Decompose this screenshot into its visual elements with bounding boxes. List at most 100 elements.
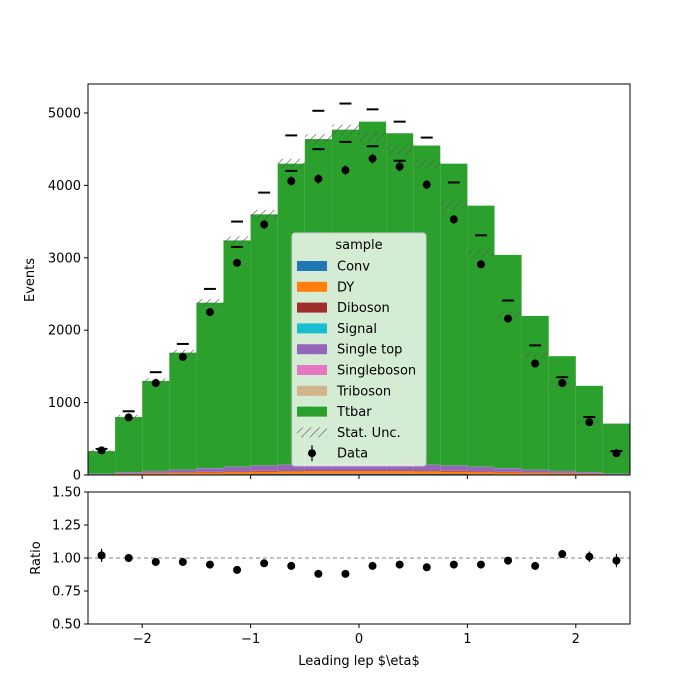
- main-ytick-label-0: 0: [73, 469, 81, 484]
- bar-dy-15: [494, 472, 522, 475]
- legend-label-signal: Signal: [337, 322, 377, 337]
- bar-dy-2: [142, 473, 170, 475]
- bar-diboson-5: [223, 471, 251, 472]
- bar-conv-7: [277, 473, 305, 475]
- bar-ttbar-16: [521, 315, 549, 470]
- ratio-point-5: [233, 565, 242, 574]
- ratio-point-16: [531, 561, 540, 570]
- ratio-point-17: [558, 550, 567, 559]
- ratio-point-13: [449, 560, 458, 569]
- bar-dy-7: [277, 471, 305, 474]
- ratio-points: [97, 548, 621, 578]
- ratio-xtick-label--1: −1: [241, 632, 260, 647]
- ratio-point-7: [287, 561, 296, 570]
- legend-title: sample: [335, 238, 382, 253]
- stat-unc-band-16: [521, 352, 549, 359]
- legend-handle-signal: [297, 323, 327, 334]
- ratio-x-ticks: −2 −1 0 1 2: [133, 624, 580, 647]
- ratio-point-9: [341, 569, 350, 578]
- bar-single-top-12: [413, 465, 441, 471]
- ratio-ytick-label-1.00: 1.00: [52, 552, 81, 567]
- ratio-y-axis-label: Ratio: [29, 541, 44, 574]
- bar-dy-5: [223, 471, 251, 475]
- data-point-1: [124, 413, 133, 422]
- ratio-point-12: [422, 563, 431, 572]
- bar-conv-11: [386, 473, 414, 475]
- ratio-xtick-label-1: 1: [463, 632, 471, 647]
- ratio-ytick-label-1.50: 1.50: [52, 486, 81, 501]
- bar-dy-10: [359, 471, 387, 474]
- bar-dy-8: [304, 471, 332, 474]
- bar-single-top-8: [304, 464, 332, 471]
- stat-unc-band-13: [440, 201, 468, 211]
- data-point-12: [422, 180, 431, 189]
- bar-diboson-14: [467, 471, 495, 472]
- bar-dy-18: [575, 473, 603, 475]
- bar-dy-9: [331, 471, 359, 474]
- bar-diboson-7: [277, 470, 305, 472]
- data-point-5: [233, 258, 242, 267]
- bar-ttbar-5: [223, 240, 251, 467]
- bar-single-top-18: [575, 472, 603, 474]
- data-point-0: [97, 446, 106, 455]
- bar-single-top-7: [277, 465, 305, 471]
- bar-single-top-1: [115, 472, 143, 474]
- legend-label-single-top: Single top: [337, 343, 402, 358]
- legend-label-stat-unc: Stat. Unc.: [337, 426, 401, 441]
- legend-handle-singleboson: [297, 365, 327, 375]
- ratio-point-10: [368, 561, 377, 570]
- bar-dy-14: [467, 471, 495, 475]
- bar-single-top-9: [331, 464, 359, 471]
- legend-label-conv: Conv: [337, 260, 370, 275]
- data-point-19: [612, 449, 621, 458]
- bar-diboson-10: [359, 470, 387, 472]
- bar-conv-8: [304, 473, 332, 475]
- bar-single-top-2: [142, 471, 170, 473]
- ratio-point-1: [124, 554, 133, 562]
- bar-diboson-8: [304, 470, 332, 472]
- main-x-ticks: [141, 475, 577, 479]
- data-point-16: [531, 359, 540, 368]
- bar-ttbar-14: [467, 205, 495, 467]
- bar-conv-9: [331, 473, 359, 475]
- ratio-xtick-label-0: 0: [355, 632, 363, 647]
- bar-diboson-13: [440, 470, 468, 472]
- data-point-14: [476, 260, 485, 269]
- bar-ttbar-0: [88, 451, 116, 474]
- main-ytick-label-4000: 4000: [48, 179, 81, 194]
- main-ytick-label-3000: 3000: [48, 251, 81, 266]
- ratio-point-15: [504, 556, 513, 565]
- data-point-10: [368, 154, 377, 163]
- bar-ttbar-18: [575, 385, 603, 473]
- legend-handle-single-top: [297, 344, 327, 355]
- ratio-point-18: [585, 552, 594, 561]
- bar-ttbar-3: [169, 352, 197, 470]
- data-point-17: [558, 379, 567, 388]
- ratio-point-0: [97, 551, 106, 560]
- bar-conv-12: [413, 473, 441, 475]
- legend-handle-dy: [297, 281, 327, 292]
- dash-markers: [95, 102, 623, 453]
- data-point-9: [341, 166, 350, 175]
- ratio-y-ticks: 0.50 0.75 1.00 1.25 1.50: [52, 486, 88, 633]
- bar-ttbar-6: [250, 214, 278, 466]
- main-ytick-label-5000: 5000: [48, 106, 81, 121]
- x-axis-label: Leading lep $\eta$: [298, 654, 419, 669]
- bar-single-top-11: [386, 464, 414, 471]
- bar-dy-16: [521, 472, 549, 475]
- bar-single-top-3: [169, 469, 197, 473]
- bar-ttbar-4: [196, 302, 224, 469]
- ratio-point-14: [476, 560, 485, 569]
- ratio-point-3: [178, 557, 187, 566]
- bar-single-top-14: [467, 466, 495, 472]
- data-point-13: [449, 215, 458, 224]
- bar-dy-4: [196, 472, 224, 475]
- stat-unc-band-12: [413, 158, 441, 169]
- stat-unc-band-10: [359, 132, 387, 143]
- ratio-ytick-label-0.75: 0.75: [52, 585, 81, 600]
- bar-single-top-6: [250, 465, 278, 471]
- legend-label-dy: DY: [337, 280, 354, 295]
- stat-unc-band-9: [331, 124, 359, 135]
- main-ytick-label-1000: 1000: [48, 396, 81, 411]
